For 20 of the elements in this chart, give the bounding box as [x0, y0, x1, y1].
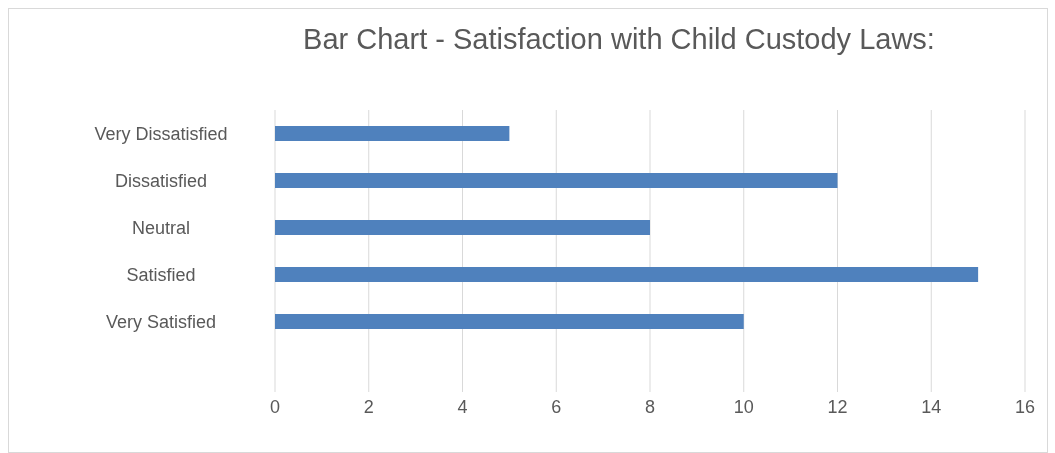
- x-tick-label: 6: [551, 396, 562, 417]
- x-tick-label: 16: [1014, 396, 1036, 417]
- y-tick-label: Neutral: [131, 217, 191, 238]
- x-tick-label: 8: [644, 396, 656, 417]
- bar: [275, 220, 650, 235]
- x-tick-label: 4: [457, 396, 468, 417]
- y-tick-label: Very Satisfied: [105, 311, 217, 332]
- x-tick-label: 2: [363, 396, 374, 417]
- x-tick-label: 12: [827, 396, 848, 417]
- x-tick-label: 10: [733, 396, 754, 417]
- x-tick-label: 0: [269, 396, 281, 417]
- chart-title: Bar Chart - Satisfaction with Child Custody Laws:: [302, 23, 936, 56]
- bar: [275, 173, 838, 188]
- x-tick-label: 14: [921, 396, 942, 417]
- bar: [275, 314, 744, 329]
- y-tick-label: Dissatisfied: [114, 170, 208, 191]
- bar: [275, 267, 979, 282]
- y-tick-label: Very Dissatisfied: [94, 123, 228, 144]
- y-tick-label: Satisfied: [126, 264, 196, 285]
- bar: [275, 126, 510, 141]
